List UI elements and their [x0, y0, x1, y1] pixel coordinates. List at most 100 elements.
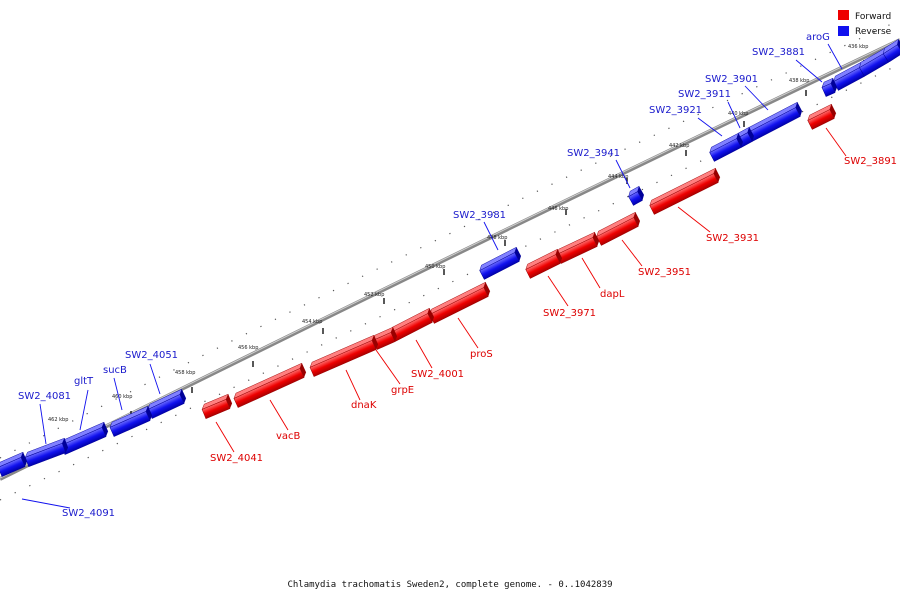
gene-block-sw2-3881[interactable] — [881, 38, 900, 63]
gene-block-end-face — [592, 232, 600, 247]
gene-block-front-face — [807, 109, 835, 130]
gene-block-end-face — [514, 247, 522, 262]
gene-block-end-face — [747, 127, 754, 142]
gene-label-vacb[interactable]: vacB — [276, 431, 301, 442]
tick-label: 452 kbp — [364, 292, 384, 298]
gene-block-front-face — [649, 173, 719, 215]
gene-block-end-face — [830, 78, 838, 93]
gene-leader-line — [79, 389, 89, 431]
gene-block-sw2-3951[interactable] — [595, 211, 642, 246]
gene-block-sw2-3981[interactable] — [478, 246, 523, 280]
gene-block-pros[interactable] — [428, 281, 492, 324]
gene-leader-line — [457, 317, 479, 349]
gene-block-end-face — [795, 102, 803, 117]
gene-label-sw2-3981[interactable]: SW2_3981 — [453, 210, 506, 221]
gene-leader-line — [149, 363, 161, 395]
gene-block-sw2-4041[interactable] — [201, 393, 234, 419]
gene-leader-line — [615, 159, 631, 189]
gene-label-sw2-4041[interactable]: SW2_4041 — [210, 453, 263, 464]
legend-forward-swatch — [838, 10, 849, 20]
gene-label-sw2-3891[interactable]: SW2_3891 — [844, 156, 897, 167]
gene-leader-line — [345, 369, 361, 401]
gene-label-sw2-4051[interactable]: SW2_4051 — [125, 350, 178, 361]
gene-block-end-face — [101, 422, 109, 437]
tick-label: 450 kbp — [425, 264, 445, 270]
gene-block-sw2-3881[interactable] — [820, 77, 838, 97]
gene-block-sucb[interactable] — [108, 405, 153, 437]
gene-block-sw2-3941[interactable] — [627, 185, 646, 206]
gene-label-dapl[interactable]: dapL — [600, 289, 625, 300]
gene-block-front-face — [201, 399, 231, 419]
gene-label-sw2-3951[interactable]: SW2_3951 — [638, 267, 691, 278]
gene-label-sw2-3931[interactable]: SW2_3931 — [706, 233, 759, 244]
tick-label: 458 kbp — [175, 370, 195, 376]
gene-block-sw2-4081[interactable] — [24, 437, 70, 467]
legend-reverse-swatch — [838, 26, 849, 36]
gene-block-front-face — [525, 254, 561, 279]
gene-label-sw2-3921[interactable]: SW2_3921 — [649, 105, 702, 116]
gene-block-vacb[interactable] — [232, 362, 307, 408]
gene-block-front-face — [309, 340, 377, 377]
gene-leader-line — [547, 275, 569, 307]
gene-block-front-face — [709, 138, 742, 162]
gene-leader-line — [621, 239, 643, 267]
gene-leader-line — [21, 498, 71, 509]
gene-block-sw2-3931[interactable] — [648, 167, 722, 215]
gene-block-sw2-3901[interactable] — [746, 101, 804, 142]
gene-leader-line — [744, 85, 769, 111]
tick-label: 438 kbp — [789, 78, 809, 84]
gene-block-front-face — [628, 191, 643, 206]
gene-block-end-face — [390, 327, 398, 342]
gene-block-end-face — [633, 212, 641, 227]
gene-block-sw2-4051[interactable] — [146, 388, 188, 419]
gene-block-sw2-3891[interactable] — [806, 103, 838, 130]
legend: Forward Reverse — [838, 10, 892, 37]
gene-block-grpe[interactable] — [371, 326, 398, 350]
gene-label-sw2-3911[interactable]: SW2_3911 — [678, 89, 731, 100]
gene-label-dnak[interactable]: dnaK — [351, 400, 377, 411]
legend-reverse-label: Reverse — [855, 27, 892, 37]
gene-block-arog[interactable] — [832, 61, 868, 91]
gene-block-end-face — [62, 438, 69, 453]
gene-block-sw2-3971[interactable] — [524, 248, 564, 279]
gene-block-end-face — [179, 389, 187, 404]
gene-label-sw2-3881[interactable]: SW2_3881 — [752, 47, 805, 58]
gene-leader-line — [39, 403, 47, 445]
gene-block-end-face — [299, 363, 307, 378]
gene-block-dnak[interactable] — [308, 334, 379, 377]
gene-blocks — [0, 38, 900, 477]
gene-label-arog[interactable]: aroG — [806, 32, 830, 43]
gene-label-gltt[interactable]: gltT — [74, 376, 94, 387]
gene-block-end-face — [637, 186, 644, 201]
gene-label-sw2-3941[interactable]: SW2_3941 — [567, 148, 620, 159]
gene-leader-line — [727, 101, 741, 129]
gene-label-sw2-4091[interactable]: SW2_4091 — [62, 508, 115, 519]
gene-label-sw2-3971[interactable]: SW2_3971 — [543, 308, 596, 319]
tick-label: 436 kbp — [848, 44, 868, 50]
tick-label: 462 kbp — [48, 417, 68, 423]
gene-block-end-face — [555, 249, 563, 264]
tick-label: 456 kbp — [238, 345, 258, 351]
tick-label: 442 kbp — [669, 143, 689, 149]
gene-label-sw2-4001[interactable]: SW2_4001 — [411, 369, 464, 380]
gene-block-end-face — [372, 335, 379, 350]
tick-label: 440 kbp — [728, 111, 748, 117]
gene-block-sw2-3921[interactable] — [708, 132, 745, 162]
gene-block-sw2-4091[interactable] — [0, 451, 29, 477]
gene-label-sucb[interactable]: sucB — [103, 365, 127, 376]
gene-block-front-face — [233, 368, 305, 408]
gene-block-end-face — [483, 282, 491, 297]
gene-block-end-face — [829, 104, 837, 119]
gene-block-dapl[interactable] — [555, 231, 601, 264]
gene-block-end-face — [226, 394, 233, 409]
gene-block-end-face — [427, 308, 435, 323]
gene-block-front-face — [0, 457, 26, 477]
gene-leader-line — [827, 43, 843, 70]
scale-ticks: 436 kbp 438 kbp 440 kbp 442 kbp 444 kbp 446 k… — [48, 44, 868, 445]
gene-label-sw2-4081[interactable]: SW2_4081 — [18, 391, 71, 402]
gene-label-pros[interactable]: proS — [470, 349, 493, 360]
gene-label-sw2-3901[interactable]: SW2_3901 — [705, 74, 758, 85]
gene-label-grpe[interactable]: grpE — [391, 385, 414, 396]
